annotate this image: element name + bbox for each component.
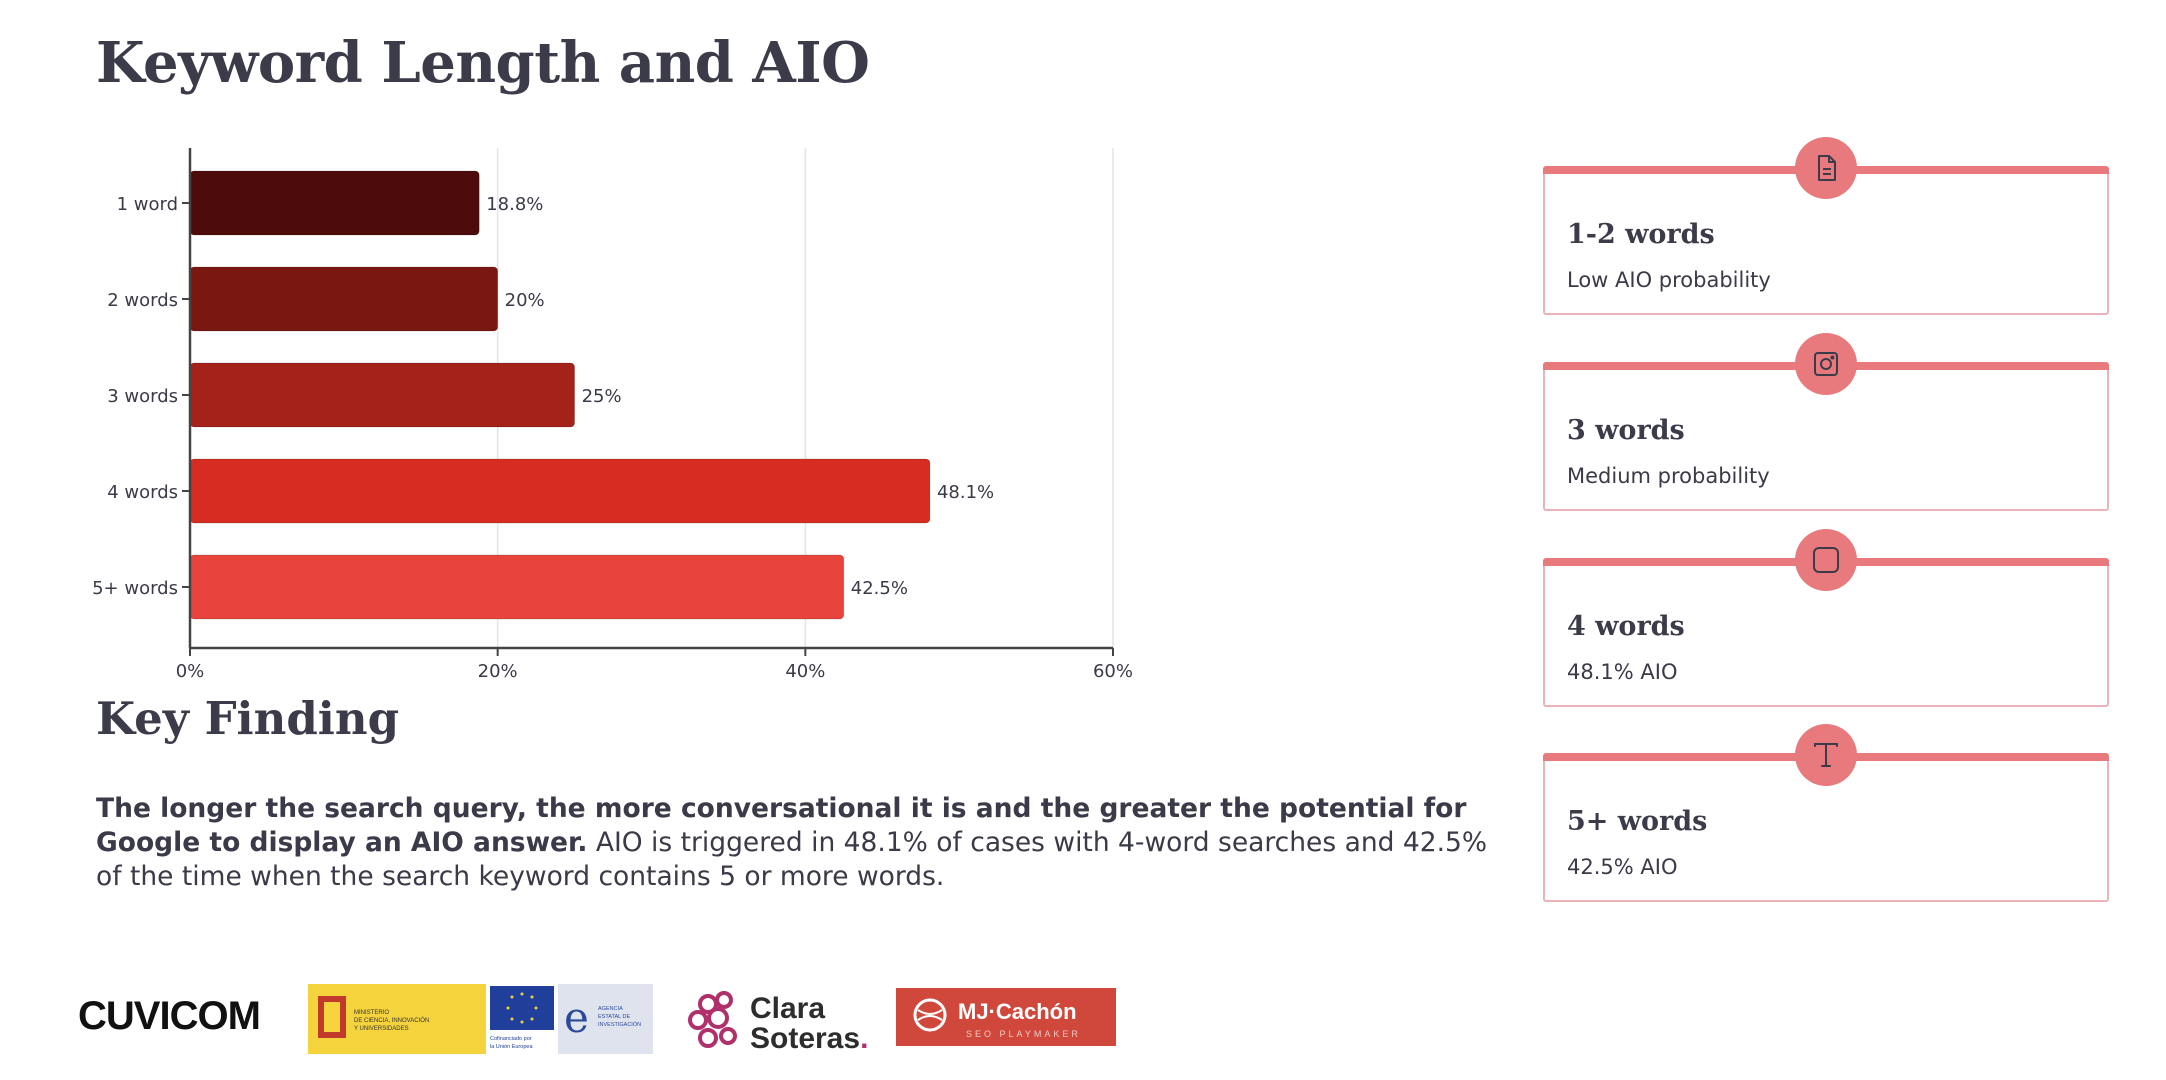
category-label: 2 words (107, 290, 178, 311)
key-finding-text: The longer the search query, the more co… (96, 792, 1516, 894)
card-subtext: 48.1% AIO (1567, 660, 1678, 684)
category-label: 3 words (107, 386, 178, 407)
card-subtext: 42.5% AIO (1567, 855, 1678, 879)
card-subtext: Low AIO probability (1567, 268, 1771, 292)
card-subtext: Medium probability (1567, 464, 1770, 488)
card-4-words: 4 words 48.1% AIO (1543, 529, 2109, 707)
x-tick-label: 60% (1093, 661, 1133, 682)
card-5-plus-words: 5+ words 42.5% AIO (1543, 724, 2109, 902)
svg-text:la Unión Europea: la Unión Europea (490, 1044, 533, 1050)
svg-text:Cofinanciado por: Cofinanciado por (490, 1036, 532, 1042)
card-heading: 5+ words (1567, 806, 1708, 837)
text-icon (1795, 724, 1857, 786)
card-heading: 4 words (1567, 611, 1685, 642)
card-1-2-words: 1-2 words Low AIO probability (1543, 137, 2109, 315)
svg-text:DE CIENCIA, INNOVACIÓN: DE CIENCIA, INNOVACIÓN (354, 1017, 429, 1024)
category-label: 4 words (107, 482, 178, 503)
bar (189, 458, 931, 524)
x-tick-label: 0% (176, 661, 205, 682)
category-label: 1 word (117, 194, 178, 215)
document-icon (1795, 137, 1857, 199)
data-label: 48.1% (937, 482, 994, 503)
bar (189, 554, 845, 620)
square-icon (1795, 529, 1857, 591)
data-label: 42.5% (851, 578, 908, 599)
data-label: 18.8% (486, 194, 543, 215)
card-3-words: 3 words Medium probability (1543, 333, 2109, 511)
card-heading: 1-2 words (1567, 219, 1715, 250)
key-finding-body: AIO is triggered in 48.1% of cases with … (96, 827, 1488, 892)
svg-text:MJ·Cachón: MJ·Cachón (958, 999, 1077, 1024)
bar (189, 170, 480, 236)
x-tick-label: 20% (478, 661, 518, 682)
page-title: Keyword Length and AIO (96, 30, 870, 96)
svg-text:Clara: Clara (750, 992, 825, 1025)
key-finding-title: Key Finding (96, 692, 400, 745)
category-label: 5+ words (92, 578, 178, 599)
keyword-length-bar-chart: 0% 20% 40% 60% 1 word 18.8% 2 words 20% 3 words 2… (92, 148, 1133, 682)
svg-text:INVESTIGACIÓN: INVESTIGACIÓN (598, 1021, 641, 1028)
partner-logos: CUVICOM MINISTERIO DE CIENCIA, INNOVACIÓ… (78, 984, 1128, 1056)
svg-text:SEO PLAYMAKER: SEO PLAYMAKER (966, 1029, 1081, 1039)
camera-icon (1795, 333, 1857, 395)
data-label: 20% (505, 290, 545, 311)
x-tick-label: 40% (785, 661, 825, 682)
data-label: 25% (582, 386, 622, 407)
svg-text:AGENCIA: AGENCIA (598, 1006, 623, 1012)
cuvicom-logo: CUVICOM (78, 994, 261, 1038)
svg-text:e: e (564, 993, 589, 1042)
bar (189, 266, 499, 332)
bar (189, 362, 576, 428)
svg-text:Soteras.: Soteras. (750, 1022, 868, 1054)
government-logos: MINISTERIO DE CIENCIA, INNOVACIÓN Y UNIV… (308, 984, 653, 1054)
mj-cachon-logo: MJ·Cachón SEO PLAYMAKER (896, 988, 1116, 1046)
svg-text:Y UNIVERSIDADES: Y UNIVERSIDADES (354, 1026, 409, 1032)
svg-text:ESTATAL DE: ESTATAL DE (598, 1014, 631, 1020)
svg-text:MINISTERIO: MINISTERIO (354, 1010, 389, 1016)
clara-soteras-logo: Clara Soteras. (688, 991, 868, 1054)
card-heading: 3 words (1567, 415, 1685, 446)
key-finding-bold: The longer the search query, the more co… (96, 793, 1467, 858)
